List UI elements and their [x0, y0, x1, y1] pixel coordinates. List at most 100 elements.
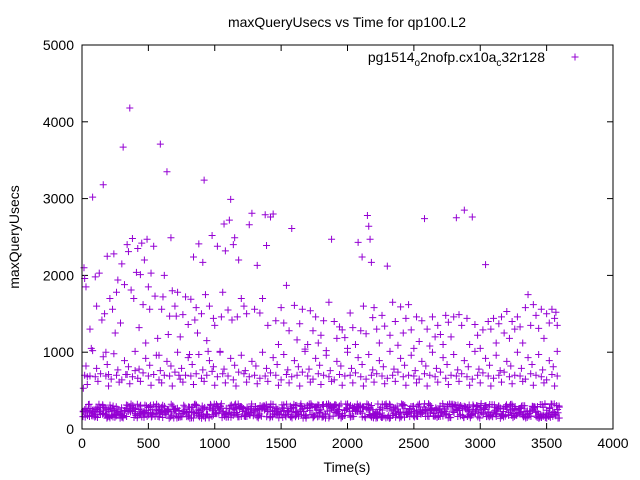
data-point — [261, 372, 269, 380]
data-point — [253, 380, 261, 388]
data-point — [379, 363, 387, 371]
data-point — [401, 401, 409, 409]
data-point — [224, 372, 232, 380]
data-point — [192, 402, 200, 410]
data-point — [500, 329, 508, 337]
data-point — [445, 411, 453, 419]
data-point — [267, 369, 275, 377]
data-point — [535, 410, 543, 418]
data-point — [466, 341, 474, 349]
data-point — [383, 374, 391, 382]
data-point — [405, 301, 413, 309]
data-point — [191, 400, 199, 408]
data-point — [83, 380, 91, 388]
y-tick-label: 0 — [66, 421, 74, 437]
data-point — [469, 401, 477, 409]
data-point — [426, 342, 434, 350]
data-point — [492, 339, 500, 347]
data-point — [235, 256, 243, 264]
data-point — [471, 321, 479, 329]
data-point — [482, 354, 490, 362]
data-point — [543, 310, 551, 318]
data-point — [415, 375, 423, 383]
data-point — [389, 298, 397, 306]
data-point — [386, 331, 394, 339]
data-point — [428, 405, 436, 413]
data-point — [248, 209, 256, 217]
data-point — [175, 371, 183, 379]
data-point — [454, 366, 462, 374]
data-point — [280, 319, 288, 327]
data-point — [544, 409, 552, 417]
data-point — [197, 310, 205, 318]
data-point — [174, 348, 182, 356]
y-tick-label: 1000 — [43, 344, 74, 360]
data-point — [190, 380, 198, 388]
data-point — [332, 401, 340, 409]
data-point — [210, 404, 218, 412]
data-point — [415, 337, 423, 345]
data-point — [393, 405, 401, 413]
data-point — [213, 373, 221, 381]
data-point — [164, 331, 172, 339]
data-point — [156, 140, 164, 148]
data-point — [203, 371, 211, 379]
data-point — [431, 373, 439, 381]
data-point — [208, 231, 216, 239]
data-point — [135, 365, 143, 373]
data-point — [229, 241, 237, 249]
data-point — [246, 411, 254, 419]
data-point — [205, 414, 213, 422]
data-point — [527, 370, 535, 378]
x-tick-label: 500 — [137, 435, 161, 451]
data-point — [541, 400, 549, 408]
data-point — [178, 364, 186, 372]
data-point — [190, 253, 198, 261]
data-point — [211, 321, 219, 329]
data-point — [532, 311, 540, 319]
data-point — [399, 329, 407, 337]
data-point — [245, 221, 253, 229]
data-point — [199, 258, 207, 266]
data-point — [476, 344, 484, 352]
data-point — [350, 412, 358, 420]
data-point — [135, 324, 143, 332]
data-point — [349, 379, 357, 387]
data-point — [209, 363, 217, 371]
data-point — [325, 414, 333, 422]
data-point — [507, 362, 515, 370]
data-point — [378, 311, 386, 319]
data-point — [261, 211, 269, 219]
data-point — [231, 361, 239, 369]
data-point — [458, 370, 466, 378]
y-axis-label: maxQueryUsecs — [6, 185, 22, 288]
data-point — [288, 225, 296, 233]
data-point — [301, 347, 309, 355]
data-point — [398, 400, 406, 408]
data-point — [99, 353, 107, 361]
data-point — [307, 400, 315, 408]
x-axis-label: Time(s) — [324, 459, 371, 475]
data-point — [505, 334, 513, 342]
data-point — [93, 302, 101, 310]
data-point — [464, 363, 472, 371]
data-point — [369, 366, 377, 374]
data-point — [474, 409, 482, 417]
data-point — [471, 347, 479, 355]
data-point — [357, 327, 365, 335]
data-point — [358, 360, 366, 368]
data-point — [537, 373, 545, 381]
data-point — [437, 409, 445, 417]
data-point — [92, 412, 100, 420]
x-tick-label: 2000 — [332, 435, 363, 451]
data-point — [366, 235, 374, 243]
data-point — [253, 261, 261, 269]
data-point — [344, 348, 351, 356]
data-point — [123, 412, 131, 420]
data-point — [130, 294, 138, 302]
data-point — [409, 402, 417, 410]
data-point — [304, 372, 312, 380]
data-point — [259, 294, 267, 302]
data-point — [143, 235, 151, 243]
data-point — [200, 405, 208, 413]
